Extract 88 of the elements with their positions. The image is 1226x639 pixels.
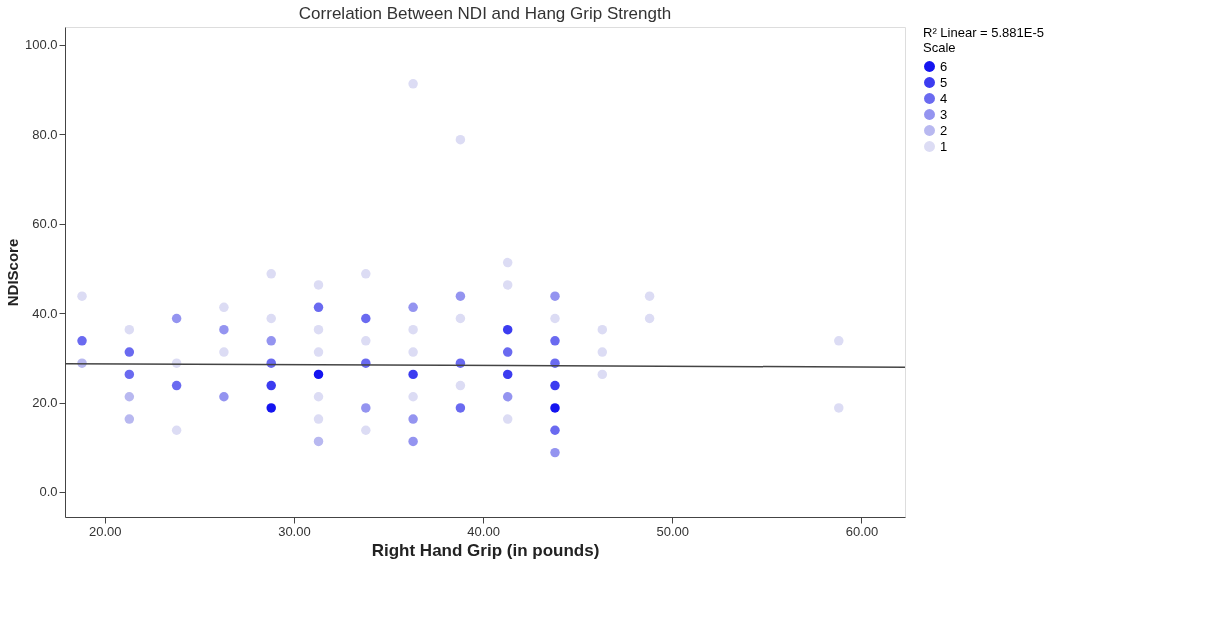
point xyxy=(408,324,418,335)
point xyxy=(455,291,466,301)
point xyxy=(313,347,324,357)
chart-title: Correlation Between NDI and Hang Grip Strength xyxy=(298,4,672,23)
point xyxy=(502,324,513,335)
y-tick-label: 100.0 xyxy=(24,37,58,53)
point xyxy=(124,414,135,424)
x-tick-label: 30.00 xyxy=(278,523,311,539)
point xyxy=(502,414,513,424)
point xyxy=(597,324,608,335)
point xyxy=(266,403,276,413)
legend-label: 3 xyxy=(940,106,948,122)
point xyxy=(550,313,560,324)
point xyxy=(502,280,513,290)
point xyxy=(408,369,418,380)
y-tick-label: 20.0 xyxy=(32,395,58,411)
legend-label: 1 xyxy=(940,138,948,154)
point xyxy=(219,302,229,313)
x-axis-title: Right Hand Grip (in pounds) xyxy=(371,540,600,560)
point xyxy=(266,380,276,391)
point xyxy=(77,336,87,346)
y-tick-label: 40.0 xyxy=(32,305,58,321)
point xyxy=(171,425,182,435)
x-tick-label: 20.00 xyxy=(88,523,122,539)
y-axis-title: NDIScore xyxy=(3,238,21,307)
legend-label: 6 xyxy=(940,58,948,74)
point xyxy=(834,403,844,413)
point xyxy=(77,291,87,301)
point xyxy=(550,425,560,435)
point xyxy=(550,291,560,301)
point xyxy=(171,380,182,391)
point xyxy=(502,369,513,380)
x-tick-label: 60.00 xyxy=(845,523,879,539)
point xyxy=(219,347,229,357)
point xyxy=(124,324,135,335)
point xyxy=(597,369,608,380)
point xyxy=(502,392,513,402)
point xyxy=(313,280,324,290)
point xyxy=(361,269,371,279)
point xyxy=(502,347,513,357)
point xyxy=(361,403,371,413)
legend-label: 5 xyxy=(940,74,948,90)
point xyxy=(266,269,276,279)
legend-title: Scale xyxy=(923,40,956,55)
point xyxy=(550,403,560,413)
text: R² Linear = 5.881E-5 xyxy=(923,25,1045,40)
point xyxy=(455,380,466,391)
point xyxy=(597,347,608,357)
point xyxy=(361,313,371,324)
legend-label: 2 xyxy=(940,122,948,138)
point xyxy=(124,347,135,357)
y-tick-label: 60.0 xyxy=(32,216,58,232)
point xyxy=(219,392,229,402)
point xyxy=(266,336,276,346)
point xyxy=(313,436,324,447)
point xyxy=(408,436,418,447)
point xyxy=(644,291,655,301)
point xyxy=(313,324,324,335)
point xyxy=(124,369,135,380)
point xyxy=(313,392,324,402)
point xyxy=(644,313,655,324)
point xyxy=(313,414,324,424)
point xyxy=(266,313,276,324)
legend-label: 4 xyxy=(940,90,948,106)
point xyxy=(408,392,418,402)
point xyxy=(361,336,371,346)
x-tick-label: 40.00 xyxy=(467,523,500,539)
point xyxy=(408,414,418,424)
point xyxy=(408,302,418,313)
point xyxy=(171,313,182,324)
point xyxy=(550,447,560,458)
x-tick-label: 50.00 xyxy=(656,523,690,539)
point xyxy=(455,134,466,145)
point xyxy=(313,369,324,380)
y-tick-label: 80.0 xyxy=(32,126,58,142)
point xyxy=(455,403,466,413)
point xyxy=(502,257,513,268)
point xyxy=(124,392,135,402)
point xyxy=(219,324,229,335)
y-tick-label: 0.0 xyxy=(39,484,58,500)
point xyxy=(361,425,371,435)
point xyxy=(550,380,560,391)
point xyxy=(408,347,418,357)
point xyxy=(408,79,418,89)
point xyxy=(313,302,324,313)
point xyxy=(834,336,844,346)
point xyxy=(550,336,560,346)
point xyxy=(455,313,466,324)
